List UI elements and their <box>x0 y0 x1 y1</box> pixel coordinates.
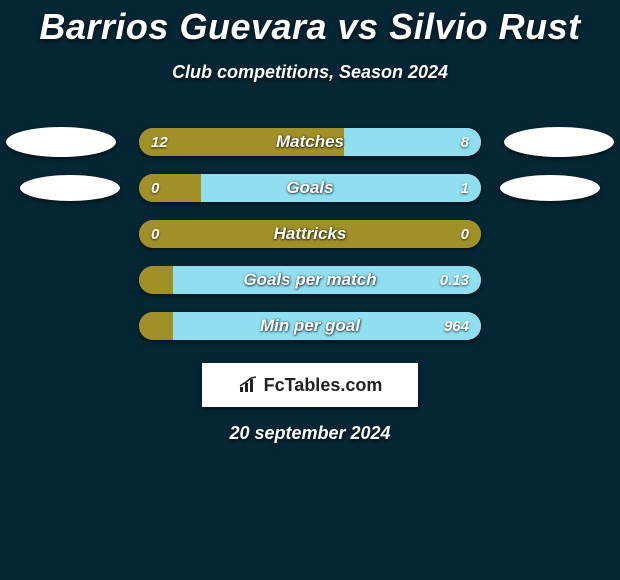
bar-right-segment <box>201 174 481 202</box>
stat-bar: Min per goal964 <box>139 312 481 340</box>
stats-rows: Matches128 Goals01 Hattricks00 Goals per ma… <box>0 119 620 349</box>
bar-right-segment <box>173 312 481 340</box>
stat-row: Goals per match0.13 <box>0 257 620 303</box>
bar-left-segment <box>139 128 344 156</box>
bar-right-segment <box>344 128 481 156</box>
logo: FcTables.com <box>238 375 383 396</box>
player-left-ellipse <box>20 175 120 201</box>
chart-icon <box>238 376 260 394</box>
player-left-ellipse <box>6 127 116 157</box>
bar-left-segment <box>139 312 173 340</box>
stat-bar: Hattricks00 <box>139 220 481 248</box>
stat-bar: Goals01 <box>139 174 481 202</box>
stat-row: Hattricks00 <box>0 211 620 257</box>
logo-box: FcTables.com <box>202 363 418 407</box>
bar-left-segment <box>139 174 201 202</box>
subtitle: Club competitions, Season 2024 <box>0 62 620 83</box>
date: 20 september 2024 <box>0 423 620 444</box>
stat-bar: Matches128 <box>139 128 481 156</box>
logo-text: FcTables.com <box>264 375 383 396</box>
stat-row: Min per goal964 <box>0 303 620 349</box>
stat-row: Goals01 <box>0 165 620 211</box>
stat-row: Matches128 <box>0 119 620 165</box>
page-title: Barrios Guevara vs Silvio Rust <box>0 6 620 48</box>
bar-left-segment <box>139 266 173 294</box>
bar-right-segment <box>173 266 481 294</box>
stat-bar: Goals per match0.13 <box>139 266 481 294</box>
bar-left-segment <box>139 220 481 248</box>
player-right-ellipse <box>500 175 600 201</box>
player-right-ellipse <box>504 127 614 157</box>
